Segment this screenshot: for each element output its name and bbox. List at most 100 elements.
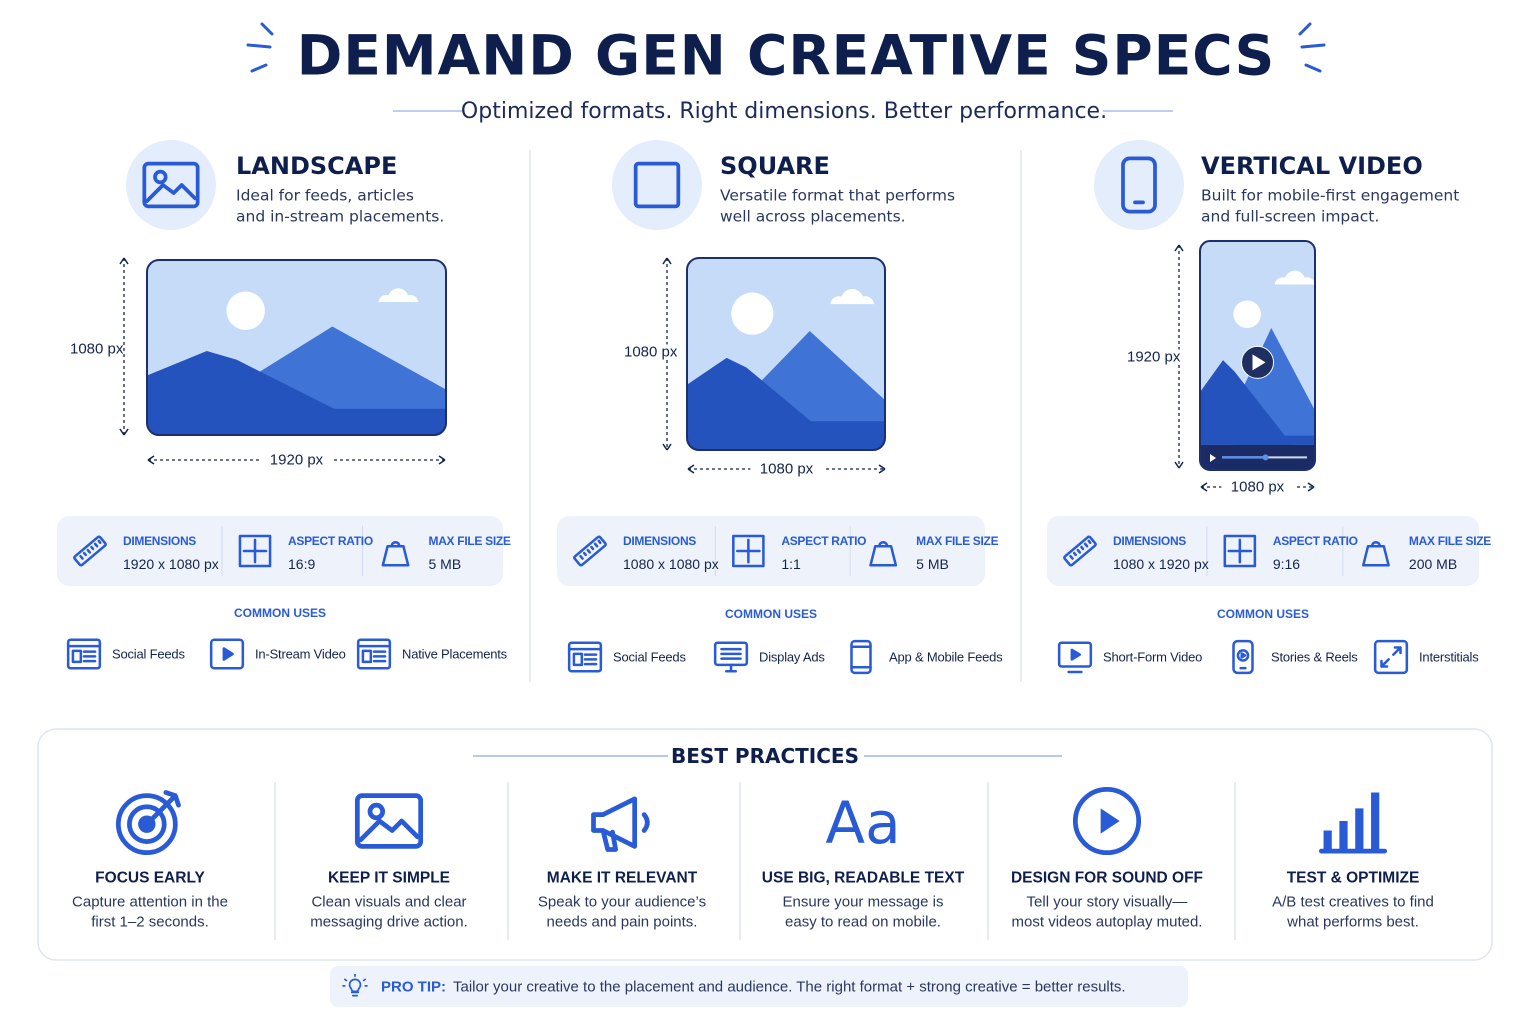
format-description: Ideal for feeds, articles (236, 186, 414, 205)
icon-part (720, 647, 742, 673)
arrow-head (147, 455, 155, 465)
use-label: Social Feeds (613, 649, 686, 665)
arrow-head (119, 257, 129, 265)
arrow-head (438, 455, 446, 465)
icon-part (633, 161, 681, 209)
pro-tip-label: PRO TIP: (381, 978, 447, 996)
height-label: 1080 px (624, 343, 678, 361)
icon-part (641, 812, 650, 833)
icon-part (1223, 534, 1257, 568)
title-accent (260, 22, 274, 36)
use-label: Short-Form Video (1103, 649, 1203, 665)
practice-text: what performs best. (1287, 913, 1419, 931)
title-accent (1304, 63, 1322, 73)
title-accent (1300, 43, 1326, 49)
icon-part (238, 534, 272, 568)
icon-part (1240, 652, 1247, 659)
spec-icon (869, 541, 898, 567)
illustration-frame (146, 259, 447, 436)
use-icon (1373, 639, 1409, 675)
format-icon (633, 161, 681, 209)
icon-part (583, 653, 598, 666)
spec-value: 5 MB (916, 556, 949, 572)
icon-part (354, 793, 424, 849)
mountain-base (1200, 435, 1315, 445)
cloud (1274, 270, 1315, 285)
page-title: DEMAND GEN CREATIVE SPECS (296, 23, 1276, 88)
use-label: Stories & Reels (1271, 649, 1358, 665)
arrow-head (878, 464, 886, 474)
practice-title: KEEP IT SIMPLE (327, 869, 451, 887)
illustration-frame (1199, 240, 1316, 471)
practice-text: needs and pain points. (546, 913, 698, 931)
best-practices-title: BEST PRACTICES (671, 744, 859, 768)
icon-part (567, 641, 603, 673)
format-name: LANDSCAPE (236, 152, 398, 180)
video-play-mini (1210, 453, 1216, 462)
icon-part (600, 828, 619, 852)
icon-part (1232, 639, 1254, 675)
spec-icon (1361, 541, 1390, 567)
practice-text: easy to read on mobile. (785, 913, 941, 931)
practice-text: messaging drive action. (310, 913, 468, 931)
icon-part (145, 183, 197, 203)
mountain-base (147, 408, 446, 435)
arrow-head (687, 464, 695, 474)
practice-icon (591, 796, 650, 852)
uses-title: COMMON USES (1216, 607, 1310, 621)
icon-part (73, 535, 107, 567)
use-icon (567, 641, 603, 673)
format-icon-badge (126, 140, 216, 230)
width-label: 1920 px (259, 452, 334, 468)
pro-tip-box (330, 966, 1188, 1007)
use-label: Interstitials (1419, 649, 1479, 665)
icon-part (1227, 538, 1253, 564)
page-subtitle: Optimized formats. Right dimensions. Bet… (460, 99, 1108, 124)
spec-value: 1080 x 1080 px (623, 556, 719, 572)
icon-part (127, 804, 167, 844)
spec-value: 1920 x 1080 px (123, 556, 219, 572)
icon-part (390, 541, 401, 548)
icon-part (1323, 792, 1380, 850)
icon-part (222, 647, 234, 661)
uses-title: COMMON USES (233, 606, 327, 620)
spec-panel (557, 516, 985, 586)
use-label: App & Mobile Feeds (889, 649, 1003, 665)
format-illustration (147, 260, 446, 435)
icon-part (381, 544, 410, 567)
format-description: Built for mobile-first engagement (1201, 186, 1460, 205)
icon-part (209, 638, 245, 670)
spec-value: 9:16 (1272, 556, 1301, 572)
pro-tip-text: Tailor your creative to the placement an… (453, 978, 1126, 996)
practice-text: Ensure your message is (782, 893, 944, 911)
arrow-head (1307, 482, 1315, 492)
practice-text: Clean visuals and clear (311, 893, 467, 911)
spec-icon (238, 534, 272, 568)
icon-part (1236, 649, 1250, 662)
format-description: and in-stream placements. (236, 207, 445, 226)
icon-part (850, 639, 872, 675)
practice-text: Tell your story visually— (1026, 893, 1188, 911)
mountain-base (687, 421, 885, 450)
use-label: Native Placements (402, 646, 507, 662)
icon-part (79, 539, 102, 560)
icon-part (591, 796, 638, 849)
uses-title: COMMON USES (724, 607, 818, 621)
icon-part (1057, 641, 1093, 668)
format-description: and full-screen impact. (1201, 207, 1380, 226)
format-illustration (1200, 241, 1315, 470)
use-icon (356, 638, 392, 670)
icon-part (572, 652, 584, 667)
spec-icon (573, 535, 607, 567)
practice-title: DESIGN FOR SOUND OFF (1010, 869, 1204, 887)
spec-icon (1063, 535, 1097, 567)
use-icon (1232, 639, 1254, 675)
title-accent (246, 43, 272, 49)
icon-part (732, 534, 765, 568)
icon-part (142, 161, 200, 209)
illustration-frame (686, 257, 886, 451)
icon-part (1063, 535, 1097, 567)
height-label: 1080 px (70, 340, 124, 358)
icon-part (579, 539, 602, 560)
icon-part (573, 535, 607, 567)
